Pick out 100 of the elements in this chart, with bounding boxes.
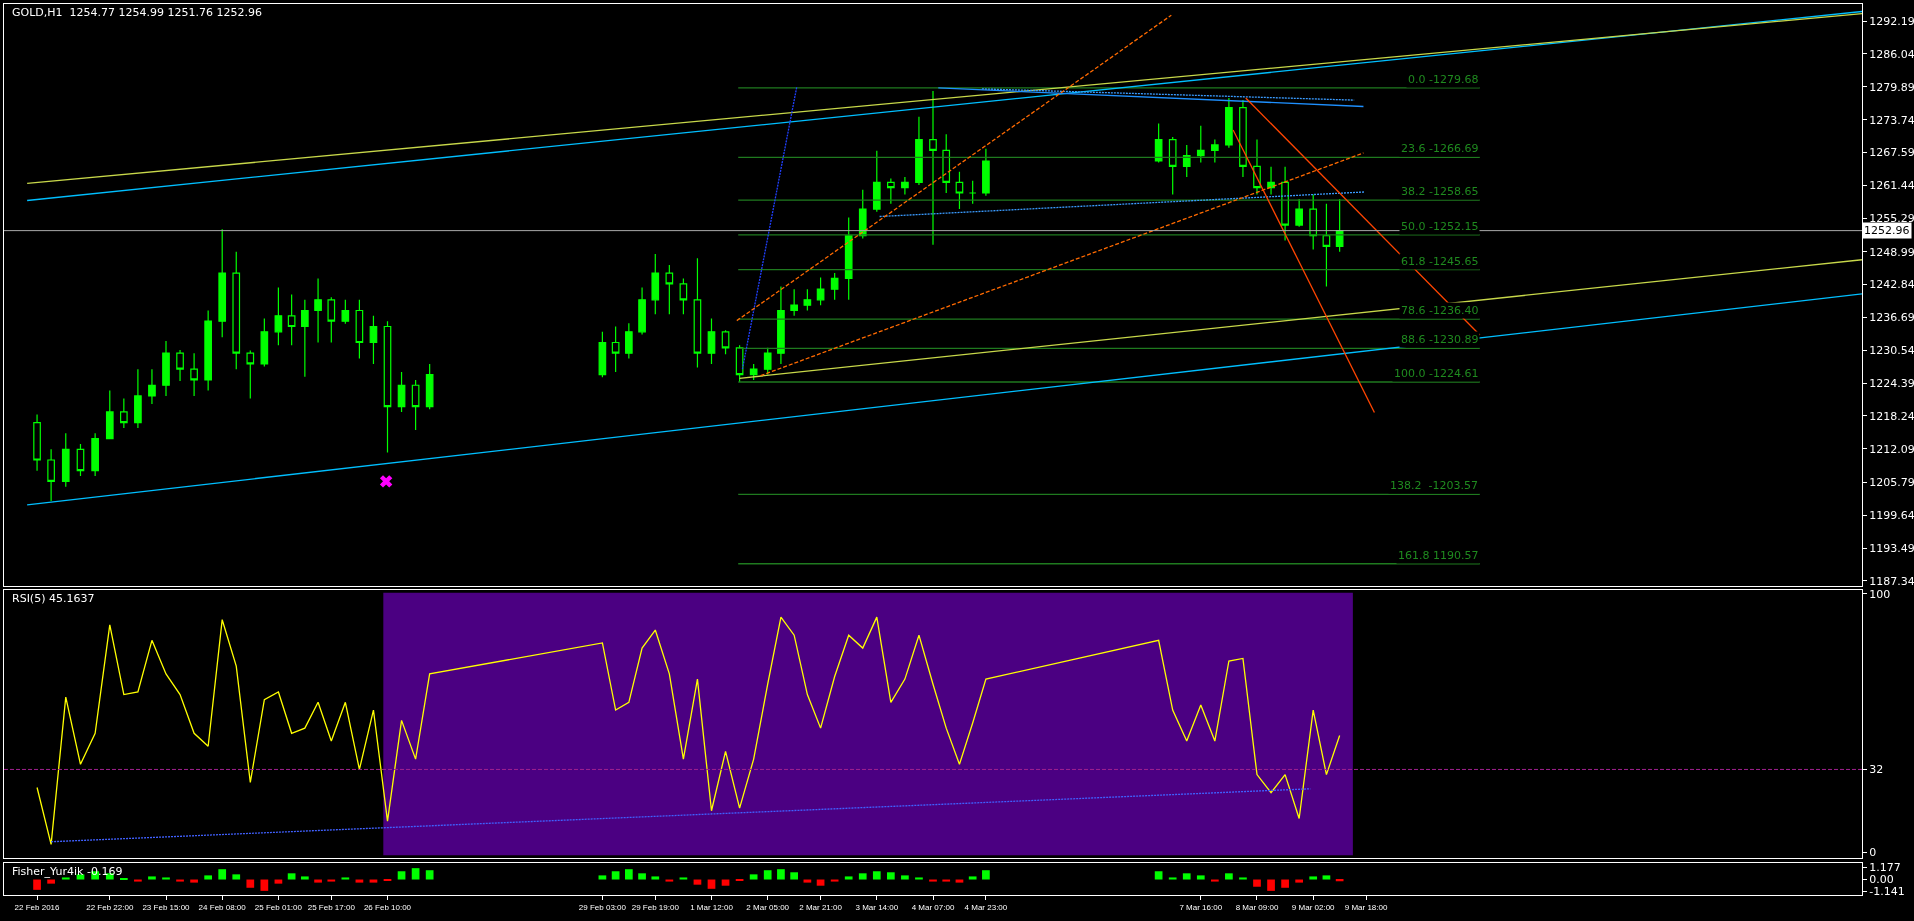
candlestick: [397, 371, 406, 413]
chart-title: Fisher_Yur4ik -0.169: [12, 865, 123, 878]
x-tick-label: 25 Feb 01:00: [254, 902, 303, 912]
bar: [341, 877, 350, 880]
y-tick-label: 1279.89: [1869, 80, 1914, 94]
bar: [1295, 879, 1303, 883]
candlestick: [942, 133, 951, 194]
bar: [790, 872, 798, 880]
bar: [218, 869, 227, 880]
candlestick: [260, 317, 269, 368]
y-tick-label: 1261.44: [1869, 179, 1914, 193]
line-series: [36, 616, 1341, 845]
bar: [982, 870, 990, 880]
bar: [33, 879, 41, 890]
bar: [968, 876, 977, 880]
candlestick: [1239, 99, 1247, 178]
y-tick-label: 1218.24: [1869, 409, 1914, 423]
y-tick-label: 1187.34: [1869, 574, 1914, 588]
y-tick-label: 0: [1869, 845, 1877, 859]
candlestick: [232, 251, 241, 370]
candlestick: [844, 216, 853, 301]
y-tick-label: 1212.09: [1869, 442, 1914, 456]
y-tick-label: 1286.04: [1869, 47, 1914, 61]
bar: [915, 877, 923, 880]
bar: [858, 873, 867, 880]
annotation: 38.2 -1258.65: [1401, 185, 1479, 198]
chart-title: GOLD,H1 1254.77 1254.99 1251.76 1252.96: [12, 6, 262, 19]
bar: [47, 879, 55, 884]
bar: [624, 869, 633, 880]
x-tick-label: 29 Feb 03:00: [578, 902, 627, 912]
y-tick-label: 32: [1869, 763, 1884, 777]
candlestick: [1281, 166, 1289, 242]
candlestick: [246, 349, 255, 400]
candlestick: [1335, 198, 1344, 253]
candlestick: [777, 285, 785, 365]
bar: [777, 869, 785, 880]
x-tick-label: 9 Mar 02:00: [1291, 902, 1336, 912]
bar: [1225, 873, 1233, 880]
candlestick: [625, 322, 633, 360]
candlestick: [830, 272, 839, 301]
x-tick-label: 3 Mar 14:00: [855, 902, 899, 912]
candlestick: [383, 320, 392, 454]
y-tick-label: 1193.49: [1869, 541, 1914, 555]
x-tick-label: 1 Mar 12:00: [690, 902, 734, 912]
y-tick-label: 1230.54: [1869, 344, 1914, 358]
y-tick-label: 1255.29: [1869, 212, 1914, 226]
candlestick: [651, 253, 660, 315]
candlestick: [47, 448, 55, 502]
bar: [1335, 879, 1344, 882]
annotation: 100.0 -1224.61: [1394, 367, 1479, 380]
candlestick: [355, 299, 364, 360]
bar: [314, 879, 322, 883]
y-tick-label: 1224.39: [1869, 377, 1914, 390]
candlestick: [1196, 125, 1205, 164]
candlestick: [816, 276, 825, 306]
candlestick: [763, 347, 772, 376]
bar: [190, 879, 198, 883]
candlestick: [1267, 166, 1275, 196]
annotation: 61.8 -1245.65: [1401, 255, 1479, 268]
candlestick: [218, 228, 227, 338]
candlestick: [1211, 139, 1219, 164]
bar: [665, 879, 674, 882]
candlestick: [301, 299, 309, 378]
candlestick: [176, 349, 184, 382]
bar: [1281, 879, 1289, 888]
bar: [886, 872, 895, 880]
candlestick: [190, 352, 198, 397]
bar: [105, 873, 114, 880]
x-tick-label: 4 Mar 07:00: [911, 902, 955, 912]
candlestick: [790, 288, 798, 317]
y-tick-label: 1273.74: [1869, 113, 1914, 127]
bar: [176, 879, 184, 882]
x-tick-label: 24 Feb 08:00: [198, 902, 247, 912]
x-tick-label: 7 Mar 16:00: [1179, 902, 1223, 912]
x-tick-label: 29 Feb 19:00: [631, 902, 680, 912]
candlestick: [287, 293, 296, 346]
candlestick: [1309, 194, 1318, 251]
y-tick-label: 1.177: [1869, 861, 1901, 875]
bar: [1309, 876, 1318, 880]
bar: [411, 868, 420, 880]
bar: [397, 871, 406, 880]
bar: [651, 876, 660, 880]
bar: [246, 879, 255, 888]
annotation: 50.0 -1252.15: [1401, 220, 1479, 233]
annotation: 0.0 -1279.68: [1408, 73, 1479, 86]
y-tick-label: 100: [1869, 587, 1891, 601]
bar: [611, 871, 620, 880]
bar: [929, 879, 937, 882]
bar: [162, 877, 170, 880]
candlestick: [1225, 97, 1233, 149]
bar: [327, 879, 336, 882]
bar: [61, 877, 70, 880]
bar: [1154, 871, 1163, 880]
candlestick: [982, 148, 990, 197]
candlestick: [638, 286, 646, 336]
bar: [1168, 877, 1177, 880]
bar: [148, 876, 156, 880]
bar: [598, 875, 607, 880]
bar: [300, 876, 309, 880]
bar: [1322, 875, 1331, 880]
